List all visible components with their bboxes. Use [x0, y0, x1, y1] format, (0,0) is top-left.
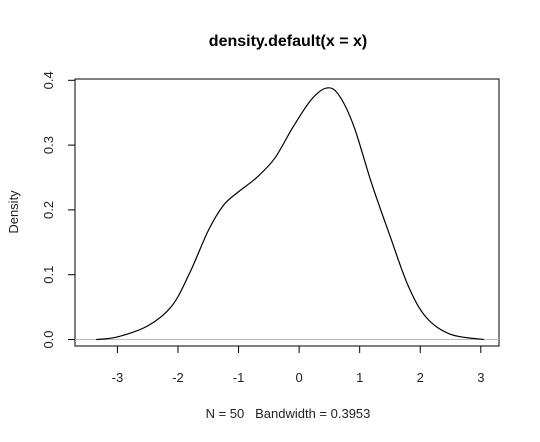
x-tick-label: 2 [417, 370, 424, 385]
y-tick-label: 0.1 [41, 266, 56, 284]
x-tick-label: -1 [233, 370, 245, 385]
x-tick-label: 1 [356, 370, 363, 385]
y-tick-label: 0.4 [41, 71, 56, 89]
y-axis-label: Density [6, 190, 21, 234]
y-tick-label: 0.2 [41, 201, 56, 219]
x-tick-label: 3 [477, 370, 484, 385]
y-tick-label: 0.0 [41, 330, 56, 348]
x-axis: -3 -2 -1 0 1 2 3 [112, 346, 484, 385]
x-tick-label: -3 [112, 370, 124, 385]
y-tick-label: 0.3 [41, 136, 56, 154]
density-curve [96, 87, 484, 341]
chart-title: density.default(x = x) [209, 33, 367, 50]
y-axis: 0.0 0.1 0.2 0.3 0.4 [41, 71, 75, 349]
x-axis-label: N = 50 Bandwidth = 0.3953 [206, 406, 371, 421]
plot-frame [74, 78, 500, 347]
x-tick-label: 0 [295, 370, 302, 385]
x-tick-label: -2 [172, 370, 184, 385]
